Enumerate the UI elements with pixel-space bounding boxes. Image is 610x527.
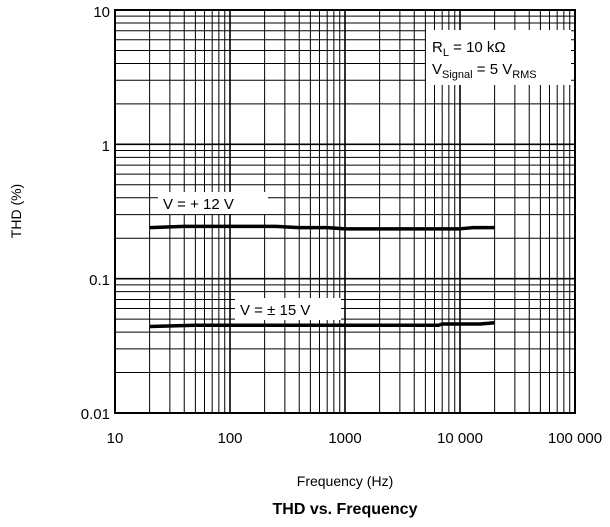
x-tick-label-100000: 100 000 xyxy=(548,430,602,447)
x-axis-title: Frequency (Hz) xyxy=(297,473,393,489)
condition-load-resistance: RL = 10 kΩ xyxy=(432,39,506,59)
series-line-12v xyxy=(149,224,495,231)
y-tick-label-1: 1 xyxy=(102,138,110,155)
x-tick-label-10: 10 xyxy=(107,430,124,447)
series-label-12v-background xyxy=(158,192,268,214)
test-conditions: RL = 10 kΩ VSignal = 5 VRMS xyxy=(426,30,571,85)
plot-frame xyxy=(114,9,576,414)
x-tick-label-1000: 1000 xyxy=(328,430,361,447)
series-label-15v-background xyxy=(235,298,341,320)
y-tick-label-0-01: 0.01 xyxy=(81,406,110,423)
chart-title: THD vs. Frequency xyxy=(273,501,418,518)
condition-signal-voltage: VSignal = 5 VRMS xyxy=(432,61,537,81)
series-label-15v: V = ± 15 V xyxy=(240,302,310,319)
series-line-15v xyxy=(149,320,495,329)
y-tick-label-0-1: 0.1 xyxy=(89,272,110,289)
y-axis-title: THD (%) xyxy=(8,184,24,238)
series-label-12v: V = + 12 V xyxy=(163,196,234,213)
series-label-12v-group: V = + 12 V xyxy=(158,192,268,214)
conditions-box xyxy=(426,30,571,85)
x-tick-label-100: 100 xyxy=(217,430,242,447)
series-label-15v-group: V = ± 15 V xyxy=(235,298,341,320)
x-tick-label-10000: 10 000 xyxy=(437,430,483,447)
series-layer xyxy=(149,224,495,329)
minor-gridlines xyxy=(115,10,575,413)
y-tick-label-10: 10 xyxy=(93,4,110,21)
tick-labels: 0.01 0.1 1 10 10 100 1000 10 000 100 000 xyxy=(81,4,602,447)
